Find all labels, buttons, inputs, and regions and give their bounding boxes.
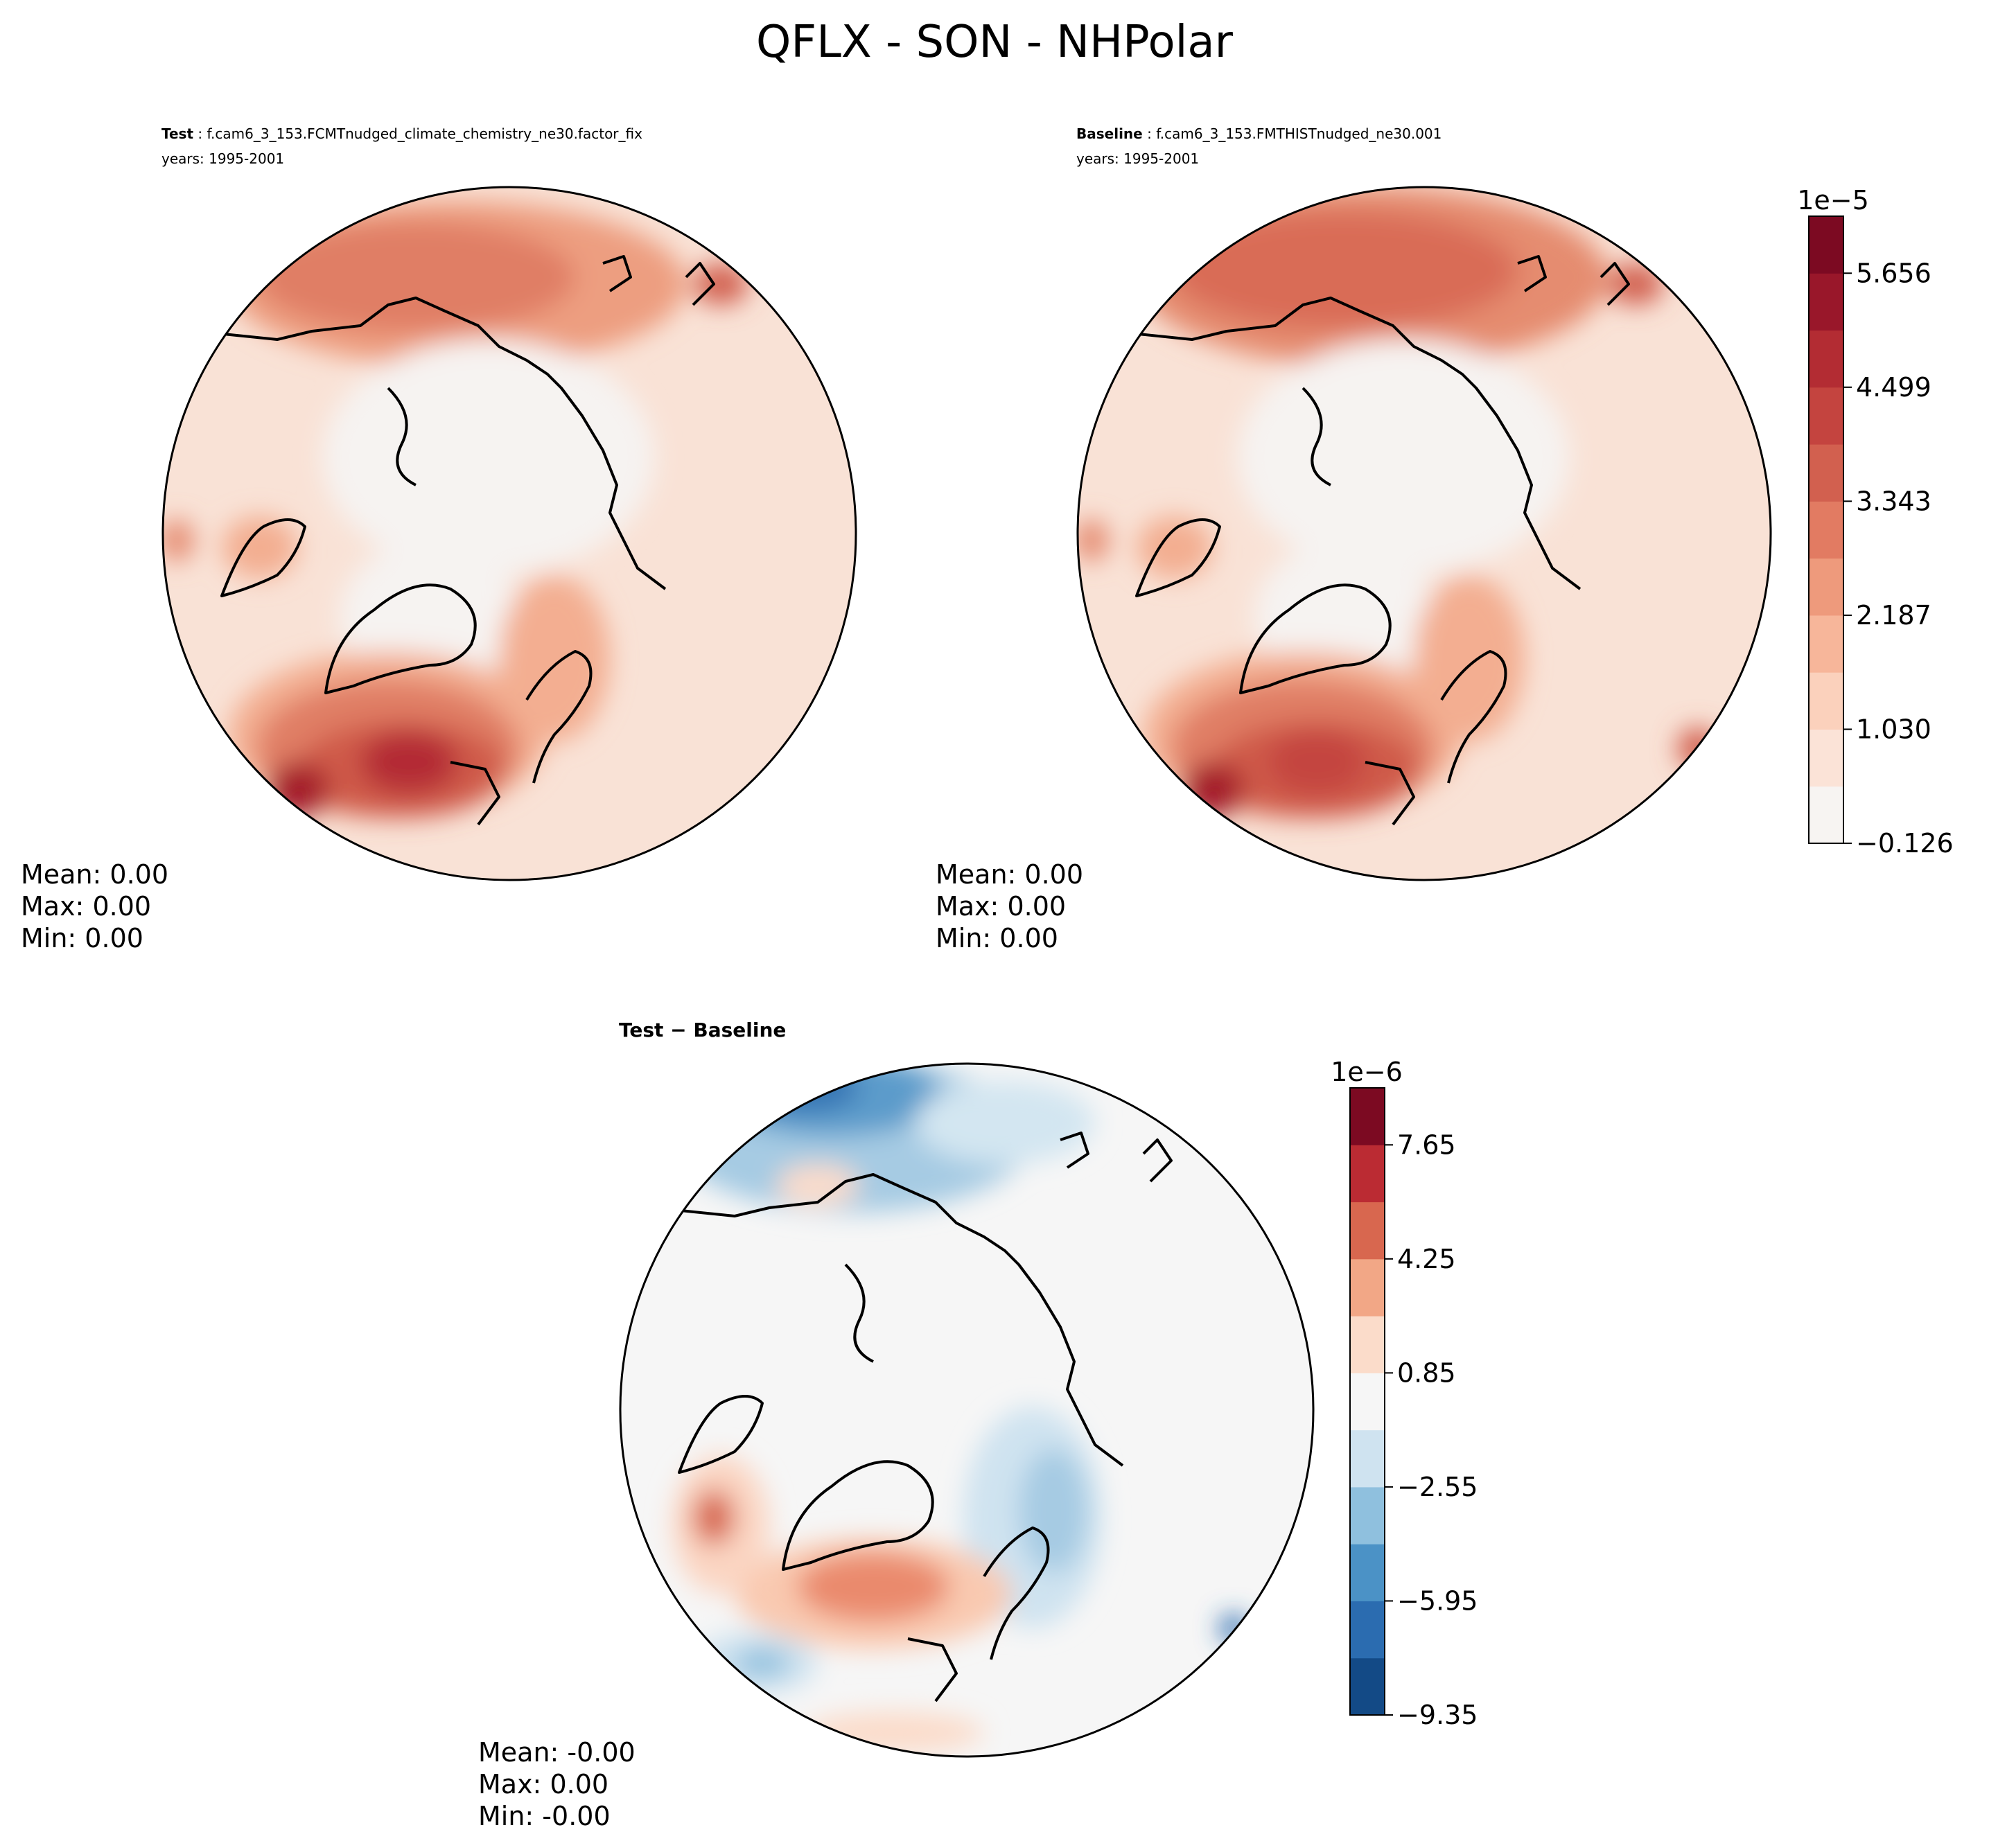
baseline-map <box>1078 187 1771 880</box>
diff-stat-mean: Mean: -0.00 <box>478 1737 636 1768</box>
diff-colorbar-frame <box>1349 1087 1385 1716</box>
main-colorbar-tick-label: 3.343 <box>1856 486 1931 516</box>
main-colorbar-tick-label: −0.126 <box>1856 828 1954 859</box>
diff-colorbar-tick-label: −2.55 <box>1397 1472 1478 1502</box>
diff-colorbar-tick-label: −9.35 <box>1397 1700 1478 1730</box>
test-panel-case: : f.cam6_3_153.FCMTnudged_climate_chemis… <box>193 125 642 142</box>
diff-colorbar-tick-label: −5.95 <box>1397 1585 1478 1616</box>
diff-map <box>620 1064 1313 1757</box>
main-colorbar-tick-label: 1.030 <box>1856 714 1931 744</box>
main-colorbar-tick-label: 2.187 <box>1856 600 1931 631</box>
diff-map-boundary <box>619 1062 1315 1758</box>
baseline-panel-label: Baseline <box>1076 125 1143 142</box>
diff-colorbar-segment <box>1350 1544 1385 1601</box>
diff-stat-min: Min: -0.00 <box>478 1801 611 1831</box>
main-colorbar-segment <box>1809 786 1843 844</box>
main-colorbar-tick-label: 5.656 <box>1856 258 1931 288</box>
baseline-panel-years: years: 1995-2001 <box>1076 150 1199 167</box>
main-colorbar-segment <box>1809 216 1843 274</box>
main-colorbar-segment <box>1809 615 1843 673</box>
figure-title: QFLX - SON - NHPolar <box>756 17 1234 68</box>
diff-colorbar-segment <box>1350 1373 1385 1431</box>
main-colorbar-tick-label: 4.499 <box>1856 372 1931 403</box>
test-stat-min: Min: 0.00 <box>21 923 143 953</box>
main-colorbar: 1e−5 −0.126 1.030 2.187 3.343 4.499 5.656 <box>1797 185 1953 859</box>
diff-colorbar-tick-label: 0.85 <box>1397 1357 1456 1388</box>
baseline-stat-mean: Mean: 0.00 <box>936 859 1083 890</box>
main-colorbar-segment <box>1809 444 1843 502</box>
main-colorbar-segment <box>1809 729 1843 787</box>
baseline-map-boundary <box>1076 186 1772 881</box>
baseline-panel-case: : f.cam6_3_153.FMTHISTnudged_ne30.001 <box>1143 125 1442 142</box>
baseline-panel: Baseline : f.cam6_3_153.FMTHISTnudged_ne… <box>936 125 1772 953</box>
test-stat-mean: Mean: 0.00 <box>21 859 168 890</box>
main-colorbar-segment <box>1809 501 1843 559</box>
baseline-panel-header: Baseline : f.cam6_3_153.FMTHISTnudged_ne… <box>1076 125 1442 142</box>
main-colorbar-segment <box>1809 387 1843 445</box>
main-colorbar-exponent: 1e−5 <box>1797 185 1869 215</box>
baseline-stat-max: Max: 0.00 <box>936 891 1066 922</box>
diff-colorbar-tick-label: 4.25 <box>1397 1244 1456 1274</box>
diff-colorbar-segment <box>1350 1601 1385 1659</box>
main-colorbar-segment <box>1809 330 1843 388</box>
test-map <box>163 187 856 880</box>
test-stat-max: Max: 0.00 <box>21 891 151 922</box>
diff-colorbar-segment <box>1350 1486 1385 1545</box>
diff-colorbar-segment <box>1350 1145 1385 1203</box>
main-colorbar-segment <box>1809 558 1843 616</box>
diff-colorbar: 1e−6 −9.35 −5.95 −2.55 0.85 4.25 7.65 <box>1331 1057 1478 1730</box>
diff-panel: Test − Baseline <box>478 1019 1315 1831</box>
diff-colorbar-segment <box>1350 1258 1385 1317</box>
main-colorbar-frame <box>1808 215 1844 844</box>
test-panel-label: Test <box>161 125 193 142</box>
diff-colorbar-segment <box>1350 1088 1385 1145</box>
diff-colorbar-segment <box>1350 1429 1385 1488</box>
diff-colorbar-segment <box>1350 1316 1385 1373</box>
diff-colorbar-tick-label: 7.65 <box>1397 1129 1456 1160</box>
diff-colorbar-segment <box>1350 1657 1385 1716</box>
test-panel: Test : f.cam6_3_153.FCMTnudged_climate_c… <box>21 125 857 953</box>
main-colorbar-segment <box>1809 672 1843 730</box>
test-panel-header: Test : f.cam6_3_153.FCMTnudged_climate_c… <box>161 125 642 142</box>
test-panel-years: years: 1995-2001 <box>161 150 284 167</box>
main-colorbar-segment <box>1809 273 1843 331</box>
diff-colorbar-segment <box>1350 1202 1385 1260</box>
diff-colorbar-exponent: 1e−6 <box>1331 1057 1403 1087</box>
diff-panel-label: Test − Baseline <box>619 1019 786 1041</box>
baseline-stat-min: Min: 0.00 <box>936 923 1058 953</box>
test-map-boundary <box>161 186 857 881</box>
diff-stat-max: Max: 0.00 <box>478 1769 608 1799</box>
